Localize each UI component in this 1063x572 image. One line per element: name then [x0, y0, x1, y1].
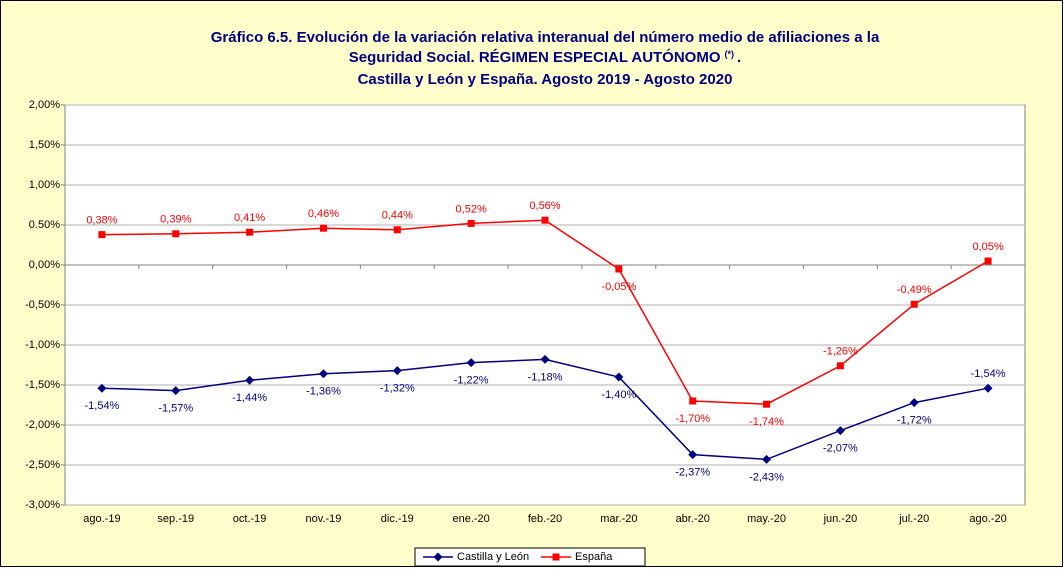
marker [540, 354, 550, 364]
marker [245, 375, 255, 385]
chart-title: . [737, 49, 741, 66]
value-label: -1,32% [380, 383, 415, 395]
chart-title: Seguridad Social. RÉGIMEN ESPECIAL AUTÓN… [349, 48, 741, 66]
marker [319, 224, 327, 232]
chart-title-note: (*) [725, 49, 735, 59]
legend-label: Castilla y León [457, 551, 529, 563]
value-label: -2,07% [823, 443, 858, 455]
marker [910, 300, 918, 308]
marker [835, 426, 845, 436]
value-label: -1,54% [971, 368, 1006, 380]
value-label: 0,38% [86, 215, 117, 227]
x-tick-label: nov.-19 [306, 513, 342, 525]
value-label: -1,36% [306, 386, 341, 398]
marker [552, 553, 560, 561]
value-label: -1,22% [454, 375, 489, 387]
marker [836, 362, 844, 370]
marker [688, 450, 698, 460]
chart-title: Castilla y León y España. Agosto 2019 - … [358, 71, 733, 88]
y-tick-label: -3,00% [25, 499, 60, 511]
chart-title: Seguridad Social. RÉGIMEN ESPECIAL AUTÓN… [349, 48, 721, 66]
value-label: -1,26% [823, 346, 858, 358]
value-label: -1,70% [675, 413, 710, 425]
y-tick-label: -1,50% [25, 379, 60, 391]
value-label: -1,74% [749, 416, 784, 428]
x-tick-label: abr.-20 [676, 513, 710, 525]
x-tick-label: mar.-20 [600, 513, 637, 525]
value-label: 0,56% [529, 200, 560, 212]
marker [318, 369, 328, 379]
x-tick-label: feb.-20 [528, 513, 562, 525]
marker [98, 231, 106, 239]
marker [171, 386, 181, 396]
marker [392, 366, 402, 376]
legend-label: España [575, 551, 613, 563]
x-tick-label: dic.-19 [381, 513, 414, 525]
value-label: -2,37% [675, 467, 710, 479]
value-label: -1,44% [232, 392, 267, 404]
marker [909, 398, 919, 408]
marker [172, 230, 180, 238]
y-tick-label: -1,00% [25, 339, 60, 351]
x-tick-label: ago.-19 [83, 513, 120, 525]
marker [433, 552, 443, 562]
legend-box [414, 547, 646, 567]
value-label: 0,46% [308, 208, 339, 220]
chart-title: Gráfico 6.5. Evolución de la variación r… [211, 29, 880, 46]
x-tick-label: jun.-20 [823, 513, 858, 525]
y-tick-label: 0,00% [29, 259, 60, 271]
value-label: 0,39% [160, 214, 191, 226]
y-tick-label: -0,50% [25, 299, 60, 311]
x-tick-label: ene.-20 [452, 513, 489, 525]
value-label: -0,05% [601, 281, 636, 293]
x-tick-label: ago.-20 [969, 513, 1006, 525]
value-label: -2,43% [749, 471, 784, 483]
value-label: 0,05% [972, 241, 1003, 253]
marker [984, 257, 992, 265]
marker [615, 265, 623, 273]
marker [467, 219, 475, 227]
marker [762, 454, 772, 464]
value-label: -1,40% [601, 389, 636, 401]
marker [689, 397, 697, 405]
marker [97, 383, 107, 393]
x-tick-label: may.-20 [747, 513, 786, 525]
y-tick-label: 1,00% [29, 179, 60, 191]
y-tick-label: 0.50% [29, 219, 60, 231]
marker [614, 372, 624, 382]
y-tick-label: -2,50% [25, 459, 60, 471]
value-label: -1,18% [528, 371, 563, 383]
value-label: -1,54% [84, 400, 119, 412]
x-tick-label: oct.-19 [233, 513, 267, 525]
value-label: -1,57% [158, 403, 193, 415]
value-label: 0,52% [456, 203, 487, 215]
x-tick-label: sep.-19 [157, 513, 194, 525]
value-label: 0,44% [382, 210, 413, 222]
y-tick-label: -2,00% [25, 419, 60, 431]
y-tick-label: 2,00% [29, 99, 60, 111]
marker [246, 228, 254, 236]
marker [763, 400, 771, 408]
marker [541, 216, 549, 224]
marker [466, 358, 476, 368]
marker [393, 226, 401, 234]
value-label: 0,41% [234, 212, 265, 224]
value-label: -0,49% [897, 284, 932, 296]
y-tick-label: 1,50% [29, 139, 60, 151]
marker [983, 383, 993, 393]
value-label: -1,72% [897, 415, 932, 427]
x-tick-label: jul.-20 [898, 513, 929, 525]
